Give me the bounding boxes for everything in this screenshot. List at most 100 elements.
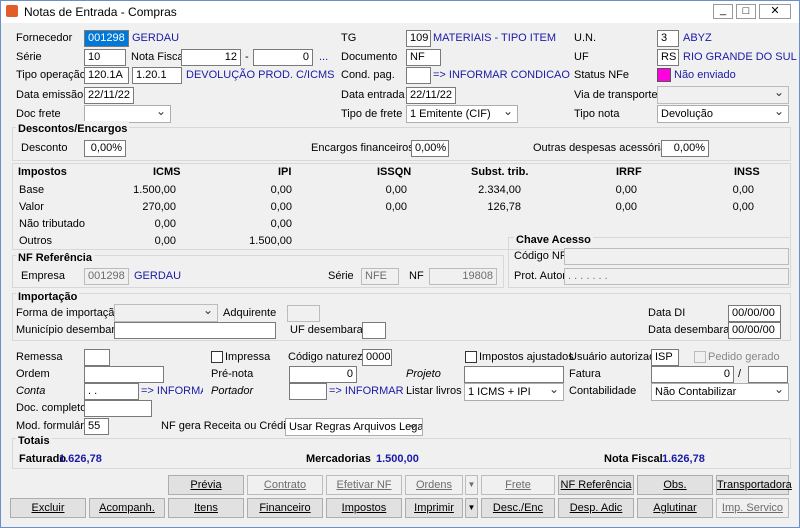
fornecedor-code[interactable]: 001298 [84,30,129,47]
input[interactable] [406,67,431,84]
input[interactable]: 0000 [362,349,392,366]
label: Data emissão [16,89,84,101]
input[interactable] [84,400,152,417]
minimize[interactable]: _ [713,4,733,19]
input[interactable]: 0,00% [411,140,449,157]
input[interactable] [464,366,564,383]
input[interactable] [84,366,164,383]
column-header: ISSQN [377,166,412,178]
input[interactable]: NFE [361,268,399,285]
input[interactable]: 22/11/22 [406,87,456,104]
linked-text: Não enviado [674,69,736,81]
input[interactable]: NF [406,49,441,66]
label: Adquirente [223,307,277,319]
button[interactable]: Excluir [10,498,86,518]
input[interactable]: 0,00% [661,140,709,157]
select[interactable]: 1 ICMS + IPI [464,383,564,401]
label: Desconto [21,142,68,154]
label: Remessa [16,351,63,363]
input[interactable] [114,322,276,339]
select[interactable]: Usar Regras Arquivos Legais [285,418,423,436]
button[interactable]: Desp. Adic [558,498,634,518]
label: Faturado [19,453,67,465]
button[interactable]: Frete [481,475,555,495]
button[interactable]: Impostos [326,498,402,518]
input[interactable]: . . [84,383,139,400]
label: / [738,368,742,380]
input[interactable]: 0 [651,366,734,383]
linked-text: RIO GRANDE DO SUL [683,51,797,63]
linked-text: GERDAU [132,32,180,44]
linked-text: DEVOLUÇÃO PROD. C/ICMS C/IPI S... [186,69,336,81]
button[interactable]: Aglutinar [637,498,713,518]
checkbox[interactable] [465,351,477,363]
button[interactable]: Imprimir [405,498,463,518]
button[interactable]: Transportadora [716,475,792,495]
label: Mod. formulário [16,420,93,432]
input[interactable] [287,305,320,322]
input[interactable]: 19808 [429,268,497,285]
close[interactable]: ✕ [759,4,791,19]
cell: 1.500,00 [133,184,176,196]
input[interactable]: . . . . . . . [564,268,789,285]
linked-text: => INFORMAR PO [329,385,403,397]
input[interactable]: 109 [406,30,431,47]
group-box [12,293,791,341]
label: Fatura [569,368,601,380]
input[interactable] [362,322,386,339]
button[interactable]: Contrato [247,475,323,495]
dropdown-arrow[interactable]: ▼ [465,475,478,495]
button[interactable]: Efetivar NF [326,475,402,495]
button[interactable]: Prévia [168,475,244,495]
select[interactable]: Devolução [657,105,789,123]
input[interactable]: 12 [181,49,241,66]
cell: 270,00 [142,201,176,213]
select[interactable] [114,304,218,322]
button[interactable]: Acompanh. [89,498,165,518]
group-title: Chave Acesso [514,232,593,249]
input[interactable] [84,349,110,366]
linked-text: => INFORMAR CONDICAO DE PA [433,69,571,81]
label: Nota Fiscal [131,51,187,63]
checkbox[interactable] [694,351,706,363]
input[interactable]: 0 [253,49,313,66]
button[interactable]: Ordens [405,475,463,495]
input[interactable]: RS [657,49,679,66]
button[interactable]: Financeiro [247,498,323,518]
select[interactable] [657,86,789,104]
input[interactable]: 10 [84,49,126,66]
input[interactable]: 3 [657,30,679,47]
maximize[interactable]: □ [736,4,756,19]
select[interactable]: 1 Emitente (CIF) [406,105,518,123]
label: NF [409,270,424,282]
dropdown-arrow[interactable]: ▼ [465,498,478,518]
input[interactable] [564,248,789,265]
input[interactable]: 55 [84,418,109,435]
cell: 0,00 [732,184,754,196]
button[interactable]: Itens [168,498,244,518]
label: Pedido gerado [708,351,780,363]
input[interactable]: 00/00/00 [728,305,781,322]
input[interactable]: 22/11/22 [84,87,134,104]
button[interactable]: NF Referência [558,475,634,495]
linked-text: ABYZ [683,32,712,44]
linked-text: MATERIAIS - TIPO ITEM [433,32,557,44]
input[interactable]: 00/00/00 [728,322,781,339]
cell: 0,00 [154,235,176,247]
button[interactable]: Obs. [637,475,713,495]
input[interactable]: 001298 [84,268,129,285]
label: Município desembaraço [16,324,133,336]
button[interactable]: Imp. Servico [716,498,789,518]
select[interactable]: Não Contabilizar [651,383,789,401]
input[interactable]: 120.1A [84,67,129,84]
input[interactable]: 0,00% [84,140,126,157]
checkbox[interactable] [211,351,223,363]
input[interactable]: 0 [289,366,357,383]
input[interactable] [748,366,788,383]
input[interactable]: ISP [651,349,679,366]
input[interactable]: 1.20.1 [132,67,182,84]
input[interactable] [289,383,327,400]
cell: 0,00 [615,201,637,213]
button[interactable]: Desc./Enc [481,498,555,518]
